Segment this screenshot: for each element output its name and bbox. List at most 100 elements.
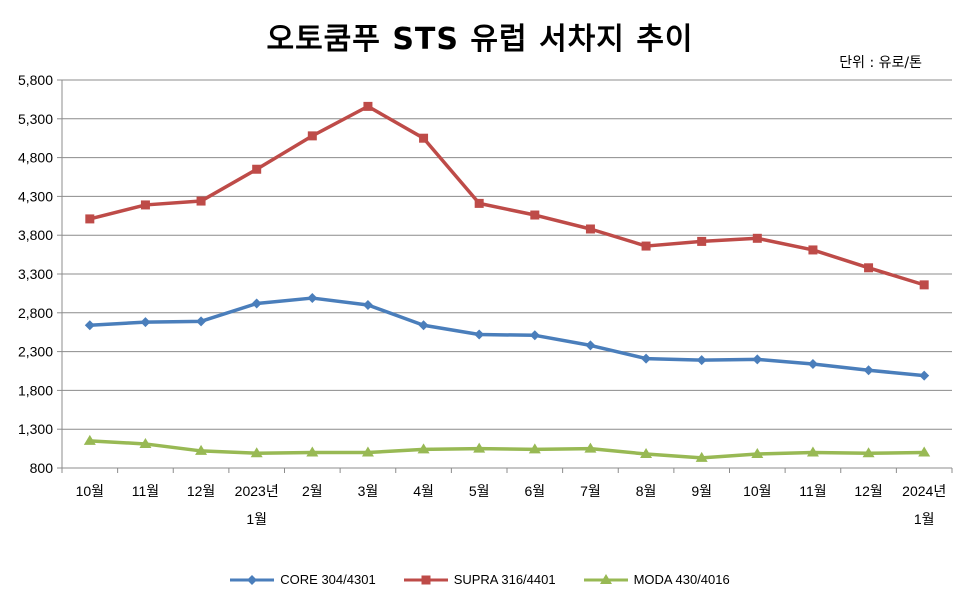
y-axis-ticks: 800 1,300 1,800 2,300 2,800 3,300 3,800 4,300 4,… bbox=[18, 72, 53, 476]
data-point bbox=[585, 224, 595, 234]
y-tick-label: 800 bbox=[30, 460, 54, 476]
data-point bbox=[585, 340, 596, 351]
legend-item: SUPRA 316/4401 bbox=[403, 572, 556, 587]
chart-title: 오토쿰푸 STS 유럽 서차지 추이 bbox=[266, 22, 694, 57]
y-tick-label: 2,300 bbox=[18, 344, 53, 360]
legend-swatch bbox=[583, 573, 628, 584]
data-point bbox=[196, 196, 206, 206]
y-tick-label: 3,800 bbox=[18, 227, 53, 243]
data-point bbox=[196, 316, 207, 327]
data-point bbox=[807, 359, 818, 370]
series-line-2 bbox=[89, 104, 925, 287]
data-point bbox=[752, 354, 763, 365]
x-tick-label: 12월 bbox=[187, 483, 215, 499]
legend-item: MODA 430/4016 bbox=[583, 572, 730, 587]
data-point bbox=[697, 236, 707, 246]
data-point bbox=[83, 434, 96, 445]
data-point bbox=[641, 241, 651, 251]
data-point bbox=[139, 437, 152, 448]
data-point bbox=[474, 329, 485, 340]
data-point bbox=[863, 365, 874, 376]
data-point bbox=[417, 443, 430, 454]
data-point bbox=[362, 300, 373, 311]
data-point bbox=[306, 446, 319, 457]
series-lines bbox=[83, 101, 931, 462]
data-point bbox=[418, 320, 429, 331]
data-point bbox=[752, 233, 762, 243]
y-tick-label: 5,300 bbox=[18, 111, 53, 127]
unit-label: 단위 : 유로/톤 bbox=[839, 55, 922, 71]
y-tick-label: 5,800 bbox=[18, 72, 53, 88]
legend-swatch bbox=[403, 575, 448, 584]
data-point bbox=[862, 447, 875, 458]
data-point bbox=[307, 131, 317, 141]
data-point bbox=[247, 574, 258, 585]
data-point bbox=[140, 317, 151, 328]
x-axis-ticks: 10월 11월 12월 2023년 1월 2월 3월 4월 5월 6월 7월 8월 9월 10월 11월 12… bbox=[76, 483, 947, 527]
data-point bbox=[918, 446, 931, 457]
data-point bbox=[84, 320, 95, 331]
data-point bbox=[250, 447, 263, 458]
y-tick-label: 4,800 bbox=[18, 150, 53, 166]
data-point bbox=[474, 198, 484, 208]
x-tick-label: 10월 bbox=[743, 483, 771, 499]
data-point bbox=[473, 442, 486, 453]
legend-item: CORE 304/4301 bbox=[230, 572, 376, 587]
legend-label: SUPRA 316/4401 bbox=[453, 572, 556, 587]
data-point bbox=[919, 280, 929, 290]
data-point bbox=[584, 442, 597, 453]
data-point bbox=[864, 263, 874, 273]
x-tick-label: 7월 bbox=[580, 483, 601, 499]
grid-lines bbox=[62, 79, 952, 430]
x-tick-label: 5월 bbox=[469, 483, 490, 499]
data-point bbox=[529, 330, 540, 341]
data-point bbox=[640, 448, 653, 459]
data-point bbox=[641, 353, 652, 364]
x-tick-label: 8월 bbox=[636, 483, 657, 499]
legend-label: CORE 304/4301 bbox=[280, 572, 376, 587]
data-point bbox=[419, 133, 429, 143]
data-point bbox=[528, 443, 541, 454]
data-point bbox=[599, 573, 612, 584]
data-point bbox=[751, 448, 764, 459]
data-point bbox=[695, 451, 708, 462]
legend: CORE 304/4301 SUPRA 316/4401 MODA 430/4016 bbox=[0, 572, 960, 587]
x-tick-label: 2023년 bbox=[235, 483, 279, 499]
data-point bbox=[806, 446, 819, 457]
data-point bbox=[361, 446, 374, 457]
y-tick-label: 1,800 bbox=[18, 382, 53, 398]
x-tick-label: 11월 bbox=[132, 483, 159, 499]
x-tick-label: 2024년 bbox=[902, 483, 946, 499]
x-tick-label: 12월 bbox=[854, 483, 882, 499]
data-point bbox=[252, 164, 262, 174]
y-tick-label: 2,800 bbox=[18, 305, 53, 321]
axes bbox=[57, 79, 953, 473]
x-tick-label: 6월 bbox=[524, 483, 545, 499]
data-point bbox=[530, 210, 540, 220]
data-point bbox=[251, 298, 262, 309]
data-point bbox=[195, 444, 208, 455]
data-point bbox=[421, 575, 431, 584]
y-tick-label: 3,300 bbox=[18, 266, 53, 282]
x-tick-label: 11월 bbox=[799, 483, 826, 499]
series-line-1 bbox=[89, 296, 925, 378]
x-tick-label: 3월 bbox=[358, 483, 379, 499]
y-tick-label: 1,300 bbox=[18, 421, 53, 437]
data-point bbox=[808, 245, 818, 255]
legend-swatch bbox=[230, 574, 275, 585]
data-point bbox=[307, 293, 318, 304]
data-point bbox=[919, 370, 930, 381]
series-line-3 bbox=[89, 439, 925, 460]
x-tick-label: 9월 bbox=[691, 483, 712, 499]
x-tick-label: 1월 bbox=[246, 511, 267, 527]
x-tick-label: 1월 bbox=[914, 511, 935, 527]
data-point bbox=[85, 214, 95, 224]
legend-label: MODA 430/4016 bbox=[633, 572, 730, 587]
x-tick-label: 2월 bbox=[302, 483, 323, 499]
x-tick-label: 4월 bbox=[413, 483, 434, 499]
y-tick-label: 4,300 bbox=[18, 188, 53, 204]
data-point bbox=[140, 200, 150, 210]
data-point bbox=[696, 355, 707, 366]
data-point bbox=[363, 101, 373, 111]
